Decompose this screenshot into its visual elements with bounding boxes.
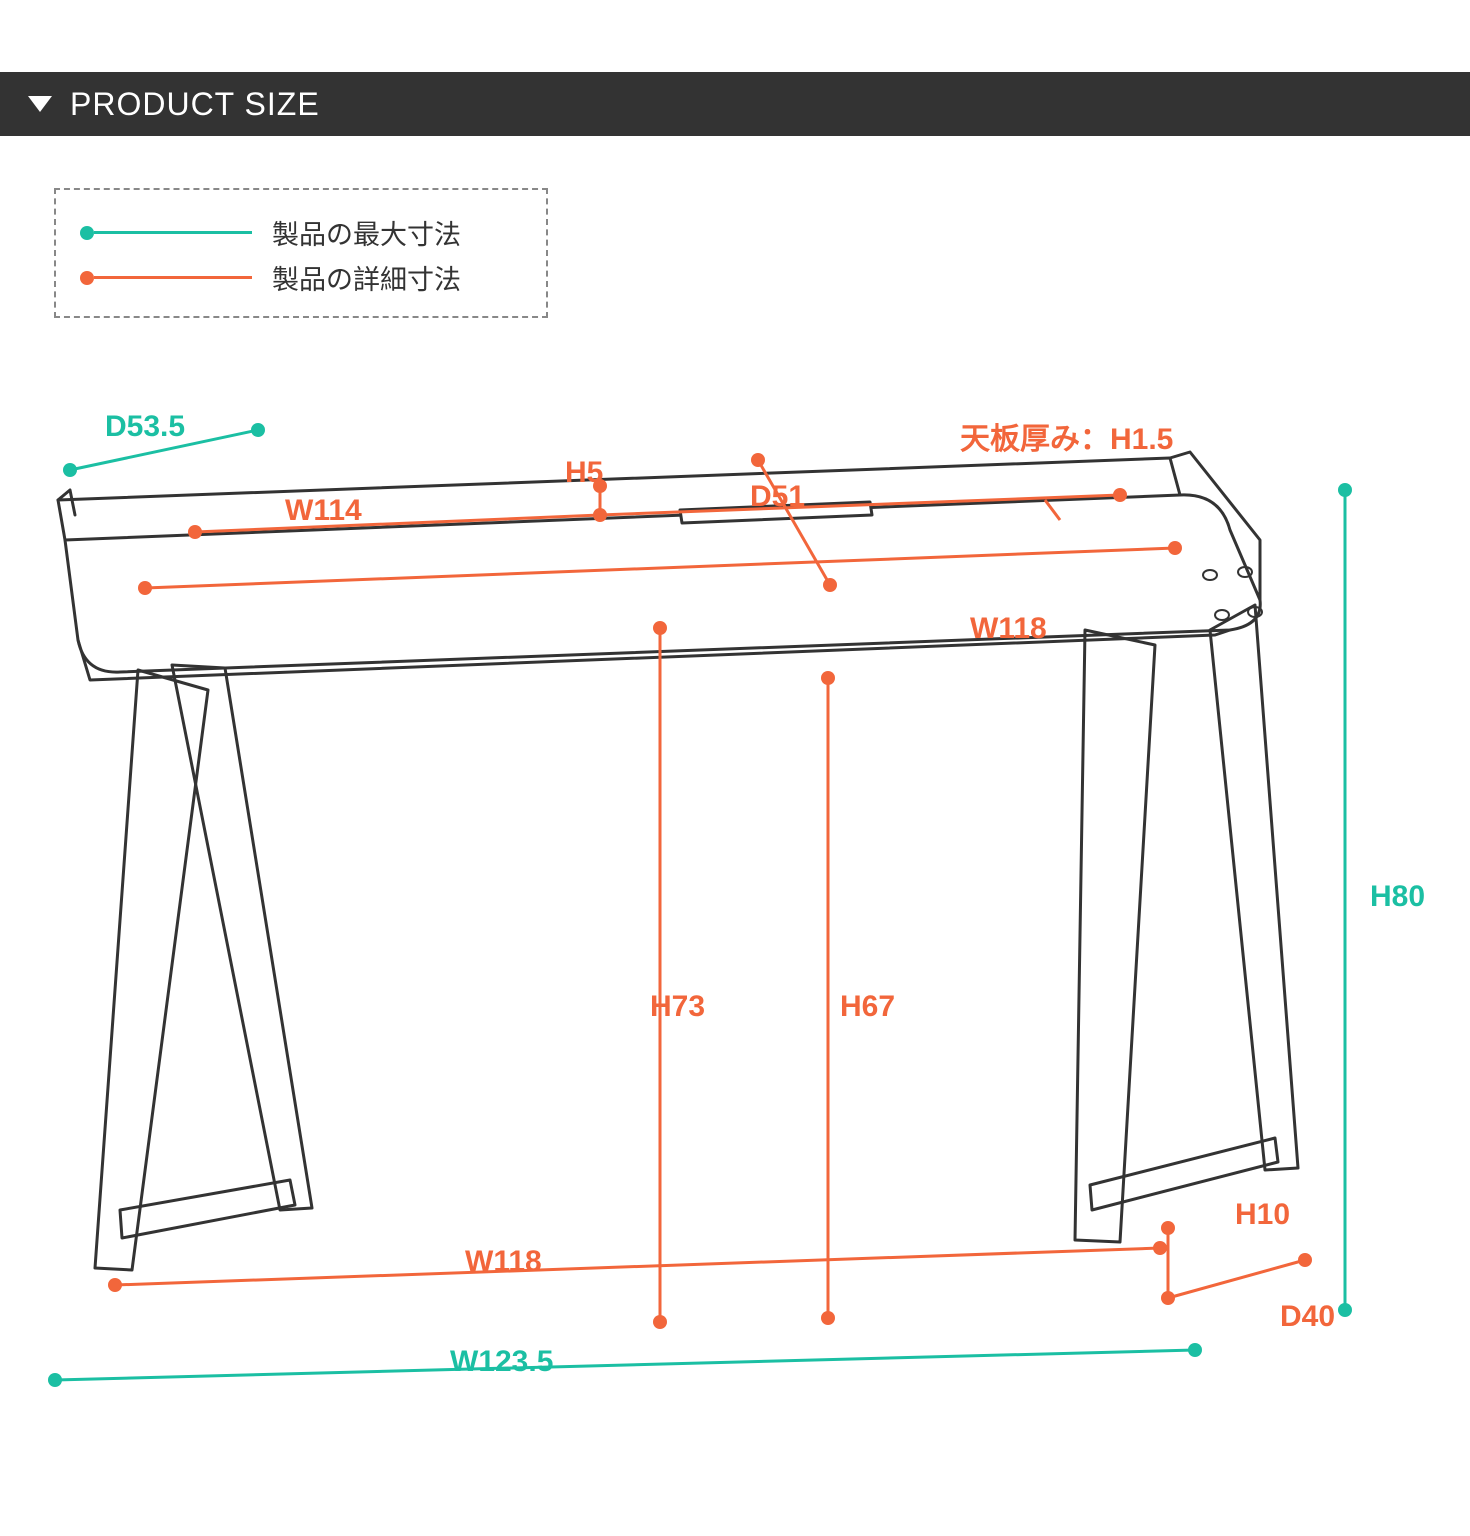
dimension-endpoint	[653, 1315, 667, 1329]
dimension-line	[195, 515, 600, 532]
dimension-endpoint	[1188, 1343, 1202, 1357]
screw-hole	[1203, 570, 1217, 580]
dimension-endpoint	[1153, 1241, 1167, 1255]
dim-label-H73: H73	[650, 990, 705, 1024]
dim-label-D40: D40	[1280, 1300, 1335, 1334]
dim-label-H80: H80	[1370, 880, 1425, 914]
dimension-endpoint	[821, 1311, 835, 1325]
dimension-endpoint	[823, 578, 837, 592]
dimension-endpoint	[653, 621, 667, 635]
dim-label-D53_5: D53.5	[105, 410, 185, 444]
dimension-endpoint	[63, 463, 77, 477]
screw-hole	[1215, 610, 1229, 620]
dim-label-W114: W114	[285, 494, 362, 528]
dim-label-W118_bot: W118	[465, 1245, 542, 1279]
dimension-line	[1045, 500, 1060, 520]
desk-leg_left_cross	[120, 1180, 295, 1238]
dimension-endpoint	[1161, 1221, 1175, 1235]
legend-box: 製品の最大寸法 製品の詳細寸法	[54, 188, 548, 318]
dimension-endpoint	[108, 1278, 122, 1292]
dimension-endpoint	[48, 1373, 62, 1387]
legend-label-max: 製品の最大寸法	[272, 213, 461, 252]
dimension-line	[758, 460, 830, 585]
dimension-endpoint	[751, 453, 765, 467]
dimension-endpoint	[188, 525, 202, 539]
diagram-area: D53.5 天板厚み：H1.5 H5 D51 W114 W118 H73 H67 H80 H10 D…	[0, 390, 1470, 1450]
legend-row-detail: 製品の詳細寸法	[80, 255, 522, 300]
dimension-line	[145, 548, 1175, 588]
legend-line-orange	[94, 276, 252, 279]
dim-label-H10: H10	[1235, 1198, 1290, 1232]
dimension-endpoint	[1338, 483, 1352, 497]
dimension-endpoint	[1168, 541, 1182, 555]
dim-label-thickness: 天板厚み：H1.5	[960, 414, 1173, 458]
desk-leg_right_front	[1075, 630, 1155, 1242]
legend-dot-teal	[80, 226, 94, 240]
dimension-endpoint	[251, 423, 265, 437]
dim-label-H5: H5	[565, 456, 603, 490]
dim-label-W118_top: W118	[970, 612, 1047, 646]
legend-row-max: 製品の最大寸法	[80, 210, 522, 255]
legend-line-teal	[94, 231, 252, 234]
dimension-line	[115, 1248, 1160, 1285]
dimension-endpoint	[1298, 1253, 1312, 1267]
desk-leg_right_back	[1210, 605, 1298, 1170]
desk-leg_left_back	[172, 665, 312, 1210]
legend-label-detail: 製品の詳細寸法	[272, 258, 461, 297]
dimension-endpoint	[821, 671, 835, 685]
dim-label-H67: H67	[840, 990, 895, 1024]
dim-label-W123_5: W123.5	[450, 1345, 553, 1379]
dimension-endpoint	[1338, 1303, 1352, 1317]
triangle-down-icon	[28, 96, 52, 112]
diagram-svg	[0, 390, 1470, 1450]
header-title: PRODUCT SIZE	[70, 86, 320, 123]
dimension-endpoint	[1113, 488, 1127, 502]
header-bar: PRODUCT SIZE	[0, 72, 1470, 136]
dimension-line	[55, 1350, 1195, 1380]
legend-dot-orange	[80, 271, 94, 285]
dimension-line	[1168, 1260, 1305, 1298]
dim-label-D51: D51	[750, 480, 805, 514]
dimension-endpoint	[138, 581, 152, 595]
